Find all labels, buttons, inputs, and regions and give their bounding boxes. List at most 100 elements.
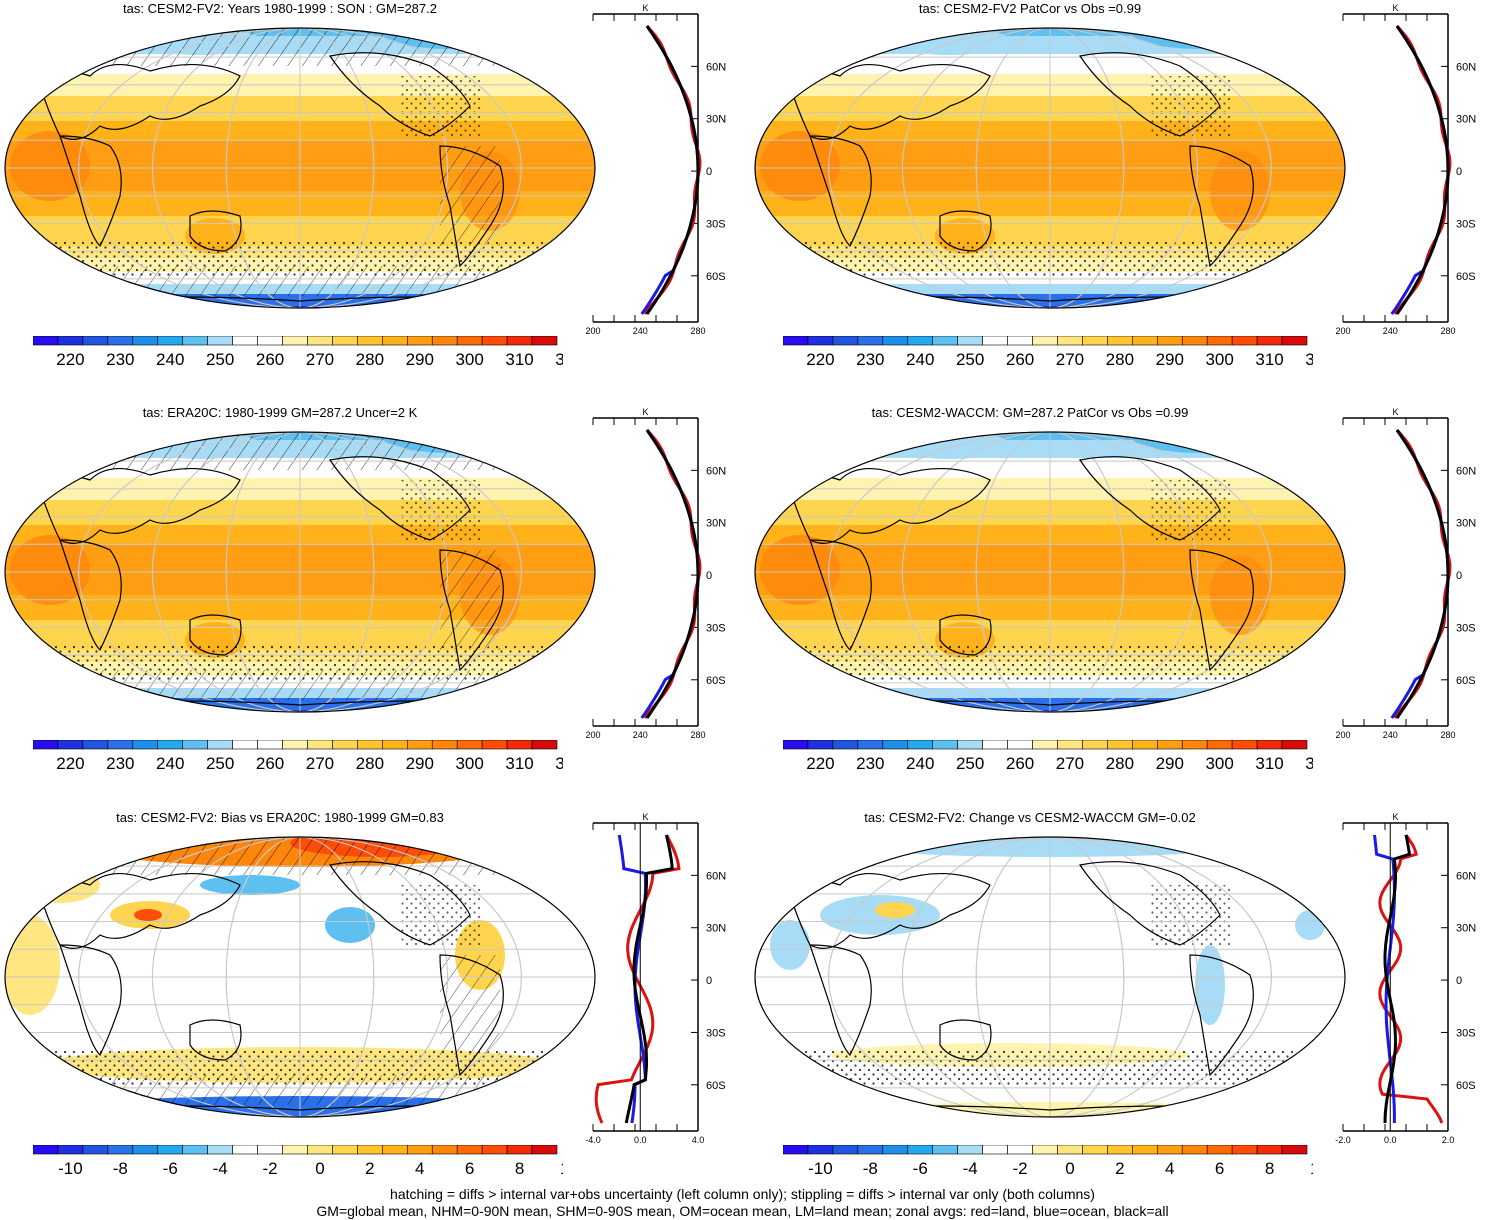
zonal-lat-label: 0 xyxy=(706,975,712,987)
colorbar-swatch xyxy=(1107,740,1132,749)
zonal-all-curve xyxy=(1397,26,1448,314)
colorbar-label: 260 xyxy=(256,350,284,369)
colorbar-label: 320 xyxy=(555,350,563,369)
zonal-lat-label: 30S xyxy=(1456,1027,1476,1039)
colorbar-swatch xyxy=(332,336,357,345)
colorbar-swatch xyxy=(532,740,557,749)
colorbar-swatch xyxy=(1008,336,1033,345)
colorbar-label: 0 xyxy=(315,1159,324,1178)
colorbar-label: -4 xyxy=(213,1159,228,1178)
colorbar-label: 2 xyxy=(1115,1159,1124,1178)
colorbar-swatch xyxy=(1257,1145,1282,1154)
colorbar-swatch xyxy=(158,336,183,345)
colorbar-swatch xyxy=(1057,1145,1082,1154)
panel-title: tas: CESM2-WACCM: GM=287.2 PatCor vs Obs… xyxy=(750,406,1310,420)
map xyxy=(0,825,600,1130)
colorbar-label: 260 xyxy=(1006,754,1034,773)
colorbar-swatch xyxy=(208,336,233,345)
colorbar-swatch xyxy=(783,1145,808,1154)
colorbar-label: 230 xyxy=(106,754,134,773)
footer-line-1: hatching = diffs > internal var+obs unce… xyxy=(0,1186,1485,1203)
colorbar-swatch xyxy=(1282,1145,1307,1154)
colorbar-swatch xyxy=(407,740,432,749)
colorbar-label: 290 xyxy=(1156,754,1184,773)
colorbar-label: 6 xyxy=(465,1159,474,1178)
colorbar-swatch xyxy=(1008,1145,1033,1154)
colorbar-swatch xyxy=(958,1145,983,1154)
colorbar-swatch xyxy=(1033,1145,1058,1154)
colorbar-swatch xyxy=(933,740,958,749)
zonal-x-tick-label: 0.0 xyxy=(1384,1135,1397,1145)
zonal-all-curve xyxy=(626,835,672,1123)
colorbar-swatch xyxy=(1257,336,1282,345)
zonal-lat-label: 30S xyxy=(1456,622,1476,634)
colorbar-swatch xyxy=(983,740,1008,749)
colorbar-swatch xyxy=(283,1145,308,1154)
colorbar-swatch xyxy=(507,740,532,749)
colorbar-label: 290 xyxy=(1156,350,1184,369)
colorbar-label: 2 xyxy=(365,1159,374,1178)
colorbar-swatch xyxy=(158,1145,183,1154)
colorbar-label: 280 xyxy=(356,754,384,773)
colorbar-label: 220 xyxy=(56,350,84,369)
colorbar-swatch xyxy=(1008,740,1033,749)
zonal-lat-label: 30N xyxy=(1456,114,1476,126)
colorbar-swatch xyxy=(58,740,83,749)
colorbar-label: 250 xyxy=(206,350,234,369)
zonal-unit-label: K xyxy=(1392,3,1398,13)
colorbar-swatch xyxy=(908,1145,933,1154)
zonal-x-tick-label: 200 xyxy=(1335,326,1350,336)
colorbar-swatch xyxy=(258,336,283,345)
zonal-x-tick-label: -2.0 xyxy=(1335,1135,1351,1145)
colorbar-label: 230 xyxy=(106,350,134,369)
colorbar-label: 270 xyxy=(306,350,334,369)
colorbar-swatch xyxy=(833,336,858,345)
colorbar-label: 230 xyxy=(856,350,884,369)
zonal-x-tick-label: 280 xyxy=(690,326,705,336)
colorbar-swatch xyxy=(457,1145,482,1154)
panel-title: tas: ERA20C: 1980-1999 GM=287.2 Uncer=2 … xyxy=(0,406,560,420)
colorbar-label: 6 xyxy=(1215,1159,1224,1178)
colorbar-swatch xyxy=(858,336,883,345)
map-field xyxy=(750,420,1350,725)
colorbar-swatch xyxy=(33,1145,58,1154)
zonal-lat-label: 60N xyxy=(1456,61,1476,73)
colorbar-swatch xyxy=(1157,1145,1182,1154)
map-field xyxy=(750,16,1350,321)
colorbar-swatch xyxy=(482,336,507,345)
colorbar-swatch xyxy=(482,740,507,749)
colorbar-label: 300 xyxy=(1205,350,1233,369)
zonal-lat-label: 30S xyxy=(706,622,726,634)
colorbar-swatch xyxy=(1207,336,1232,345)
colorbar-swatch xyxy=(83,740,108,749)
zonal-lat-label: 60S xyxy=(706,271,726,283)
colorbar-label: 280 xyxy=(356,350,384,369)
zonal-x-tick-label: 200 xyxy=(1335,730,1350,740)
zonal-lat-label: 0 xyxy=(1456,166,1462,178)
zonal-lat-label: 60S xyxy=(1456,1080,1476,1092)
zonal-lat-label: 30S xyxy=(706,1027,726,1039)
colorbar-label: 290 xyxy=(406,350,434,369)
colorbar-label: 320 xyxy=(1305,350,1313,369)
panel-title: tas: CESM2-FV2: Years 1980-1999 : SON : … xyxy=(0,2,560,16)
colorbar-swatch xyxy=(183,336,208,345)
colorbar-swatch xyxy=(158,740,183,749)
colorbar-swatch xyxy=(1257,740,1282,749)
colorbar-swatch xyxy=(58,1145,83,1154)
colorbar-label: 290 xyxy=(406,754,434,773)
colorbar-swatch xyxy=(933,336,958,345)
colorbar-swatch xyxy=(833,740,858,749)
zonal-lat-label: 60N xyxy=(706,61,726,73)
colorbar-swatch xyxy=(1207,1145,1232,1154)
colorbar-swatch xyxy=(883,740,908,749)
colorbar-swatch xyxy=(108,740,133,749)
colorbar-label: 270 xyxy=(1056,350,1084,369)
zonal-all-curve xyxy=(1385,835,1410,1123)
colorbar-label: 10 xyxy=(1310,1159,1313,1178)
colorbar-swatch xyxy=(1057,740,1082,749)
colorbar-swatch xyxy=(407,1145,432,1154)
colorbar-swatch xyxy=(233,336,258,345)
colorbar-swatch xyxy=(382,336,407,345)
zonal-lat-label: 30N xyxy=(1456,518,1476,530)
